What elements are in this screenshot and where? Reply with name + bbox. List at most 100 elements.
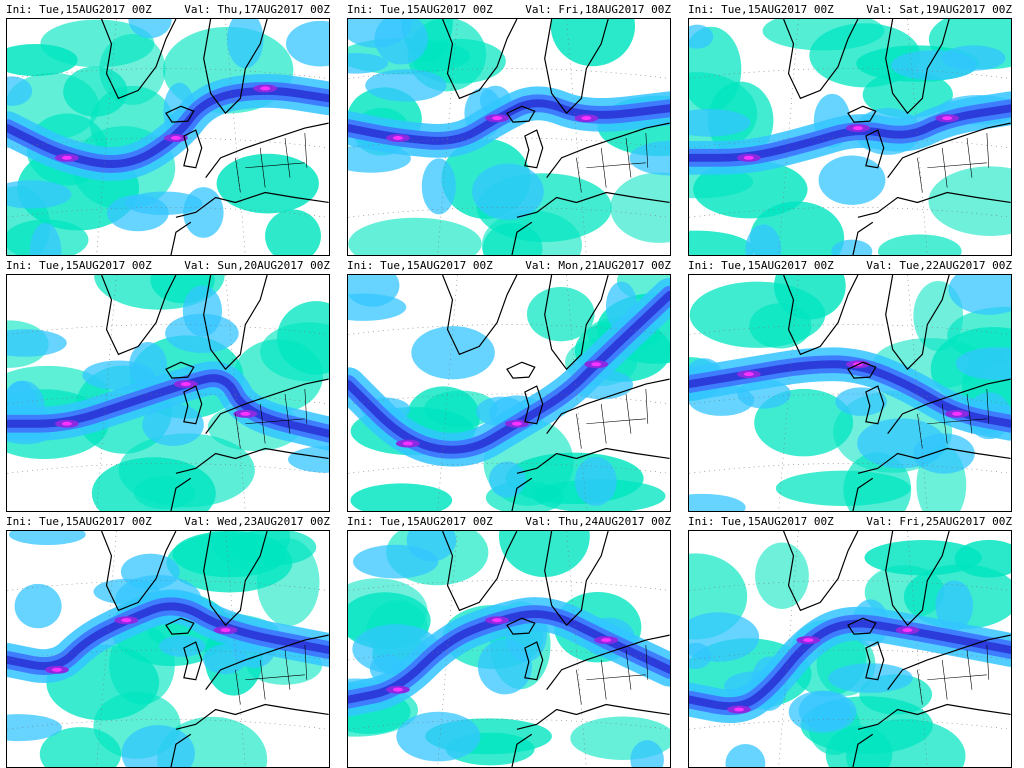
precip-blob (7, 329, 67, 357)
precip-extreme (260, 86, 271, 91)
precip-extreme (743, 372, 754, 377)
forecast-panel: Ini: Tue,15AUG2017 00Z Val: Wed,23AUG201… (6, 514, 330, 768)
precip-blob (7, 180, 72, 209)
coastlines (101, 19, 329, 255)
precip-extreme (392, 136, 403, 140)
precip-extreme (511, 421, 522, 426)
precip-blob (406, 531, 457, 562)
precip-blob (935, 580, 974, 631)
coastline-europe (511, 378, 670, 511)
coastlines (783, 19, 1011, 255)
coastlines (442, 19, 670, 255)
border-lines (576, 645, 649, 705)
precipitation-map (688, 274, 1012, 512)
panel-header: Ini: Tue,15AUG2017 00Z Val: Sat,19AUG201… (688, 2, 1012, 18)
precip-blob (128, 19, 172, 39)
coastline-british-isles (524, 641, 544, 681)
precip-blob (348, 275, 400, 307)
coastlines (442, 531, 670, 767)
precip-blob (831, 239, 873, 255)
border-lines (917, 133, 990, 193)
precip-blob (227, 19, 264, 69)
precip-extreme (51, 667, 62, 672)
coastline-scandinavia (203, 531, 268, 627)
panel-init-time: Ini: Tue,15AUG2017 00Z (347, 3, 493, 16)
coastline-british-isles (183, 385, 203, 425)
precip-blob (629, 140, 670, 176)
precip-extreme (121, 618, 132, 623)
precip-extreme (733, 707, 744, 712)
country-borders (576, 645, 649, 705)
precip-blob (477, 638, 533, 695)
panel-header: Ini: Tue,15AUG2017 00Z Val: Sun,20AUG201… (6, 258, 330, 274)
panel-init-time: Ini: Tue,15AUG2017 00Z (688, 259, 834, 272)
map-svg (7, 275, 329, 511)
precip-blob (798, 690, 851, 731)
forecast-panel: Ini: Tue,15AUG2017 00Z Val: Thu,17AUG201… (6, 2, 330, 258)
precip-blob (14, 583, 62, 629)
panel-header: Ini: Tue,15AUG2017 00Z Val: Thu,24AUG201… (347, 514, 671, 530)
coastline-greenland (442, 531, 518, 612)
precip-blob (689, 24, 714, 49)
coastline-europe (852, 378, 1011, 511)
map-svg (7, 19, 329, 255)
precip-extreme (61, 155, 72, 160)
coastline-iceland (506, 105, 536, 123)
border-lines (235, 389, 308, 449)
coastline-europe (511, 634, 670, 767)
coastline-scandinavia (203, 275, 268, 371)
precip-blob (82, 360, 155, 391)
panel-header: Ini: Tue,15AUG2017 00Z Val: Wed,23AUG201… (6, 514, 330, 530)
precip-blob (165, 313, 239, 354)
precip-blob (689, 612, 760, 662)
precipitation-map (6, 274, 330, 512)
precip-heavy-area (395, 360, 609, 448)
precip-blob (125, 191, 203, 216)
precip-extreme (402, 441, 413, 446)
coastline-iceland (165, 361, 195, 379)
precip-blob (166, 532, 293, 593)
panel-init-time: Ini: Tue,15AUG2017 00Z (6, 3, 152, 16)
precip-heavy-area (54, 380, 258, 428)
panel-valid-time: Val: Wed,23AUG2017 00Z (184, 515, 330, 528)
precip-blob (348, 217, 482, 255)
precip-blob (498, 531, 590, 577)
precipitation-map (347, 274, 671, 512)
precip-blob (133, 475, 196, 510)
precip-blob (159, 635, 206, 657)
country-borders (235, 133, 308, 193)
panel-valid-time: Val: Fri,18AUG2017 00Z (525, 3, 671, 16)
coastlines (783, 275, 1011, 511)
country-borders (917, 389, 990, 449)
border-lines (235, 645, 308, 705)
border-lines (917, 645, 990, 705)
precip-extreme (803, 638, 814, 643)
precip-heavy-area (386, 114, 599, 142)
precip-blob (286, 20, 329, 67)
precip-blob (350, 483, 453, 511)
precip-blob (216, 153, 319, 214)
precip-blob (955, 347, 1011, 381)
forecast-panel: Ini: Tue,15AUG2017 00Z Val: Tue,22AUG201… (688, 258, 1012, 514)
panel-init-time: Ini: Tue,15AUG2017 00Z (6, 515, 152, 528)
coastline-europe (170, 378, 329, 511)
coastline-british-isles (865, 129, 885, 169)
precip-blob (941, 45, 1006, 71)
precip-extreme (180, 382, 191, 387)
precip-blob (835, 387, 887, 416)
coastline-greenland (783, 531, 859, 612)
panel-valid-time: Val: Tue,22AUG2017 00Z (866, 259, 1012, 272)
coastline-british-isles (524, 385, 544, 425)
coastline-scandinavia (885, 531, 950, 627)
coastline-europe (511, 122, 670, 255)
precip-blob (857, 418, 946, 469)
coastline-scandinavia (885, 19, 950, 115)
precip-blob (749, 303, 812, 349)
map-svg (689, 19, 1011, 255)
precip-extreme (61, 421, 72, 426)
precip-blob (287, 446, 329, 473)
precipitation-map (6, 530, 330, 768)
precip-blob (202, 644, 247, 675)
precip-blob (526, 286, 595, 342)
coastline-greenland (101, 531, 177, 612)
